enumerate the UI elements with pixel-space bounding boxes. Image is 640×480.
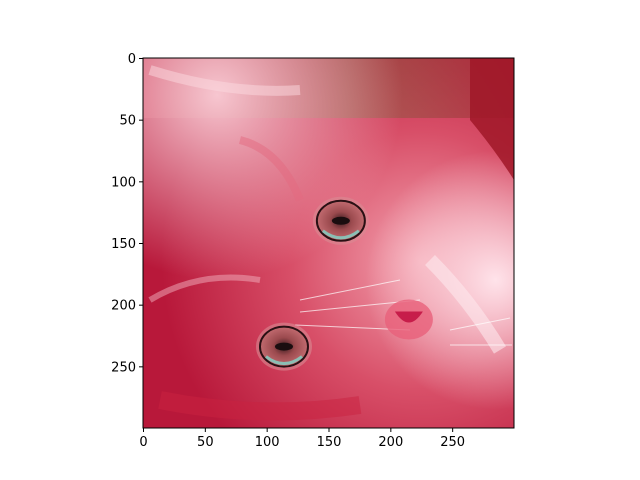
x-axis: 0 50 100 150 200 250: [139, 428, 465, 450]
x-tick-label: 200: [378, 435, 403, 450]
right-eye: [312, 196, 369, 245]
y-tick-label: 100: [111, 175, 136, 190]
y-tick-label: 50: [119, 114, 136, 129]
kitten-image: [143, 58, 514, 428]
y-tick-label: 200: [111, 299, 136, 314]
y-tick-label: 0: [128, 52, 136, 67]
x-tick-label: 150: [317, 435, 342, 450]
left-eye: [255, 322, 312, 371]
y-axis: 0 50 100 150 200 250: [111, 52, 143, 375]
y-tick-label: 150: [111, 237, 136, 252]
x-tick-label: 50: [197, 435, 214, 450]
x-tick-label: 0: [139, 435, 147, 450]
x-tick-label: 250: [440, 435, 465, 450]
x-tick-label: 100: [255, 435, 280, 450]
nose: [384, 299, 433, 340]
y-tick-label: 250: [111, 360, 136, 375]
